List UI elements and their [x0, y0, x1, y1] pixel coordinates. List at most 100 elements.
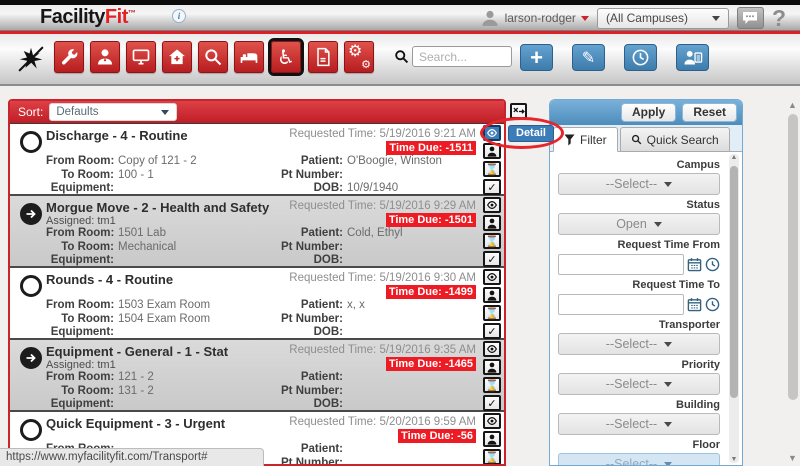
- view-detail-button[interactable]: [483, 341, 501, 357]
- pt-number-label: Pt Number:: [281, 456, 343, 466]
- apply-button[interactable]: Apply: [620, 103, 677, 122]
- filter-field-select[interactable]: --Select--: [558, 333, 720, 355]
- status-circle-icon[interactable]: [20, 419, 42, 441]
- equipment-label: Equipment:: [50, 182, 114, 194]
- assign-button[interactable]: [483, 215, 501, 231]
- campus-selector[interactable]: (All Campuses): [596, 7, 729, 29]
- calendar-icon[interactable]: [687, 297, 702, 312]
- complete-button[interactable]: ✓: [483, 251, 501, 267]
- filter-field: Campus --Select--: [550, 159, 742, 195]
- transport-rows: Discharge - 4 - Routine Assigned: Reques…: [10, 123, 504, 466]
- funnel-icon: [564, 134, 575, 146]
- assign-button[interactable]: [483, 431, 501, 447]
- patient-label: Patient:: [300, 227, 343, 239]
- chevron-down-icon: [664, 421, 673, 427]
- assign-transporter-button[interactable]: [676, 44, 709, 71]
- assign-button[interactable]: [483, 359, 501, 375]
- scroll-down-icon[interactable]: ▼: [788, 453, 797, 463]
- history-button[interactable]: [624, 44, 657, 71]
- bed-toolbar-button[interactable]: [234, 41, 264, 73]
- calendar-icon[interactable]: [687, 257, 702, 272]
- assign-button[interactable]: [483, 287, 501, 303]
- status-circle-icon[interactable]: [20, 131, 42, 153]
- reset-button[interactable]: Reset: [682, 103, 737, 122]
- hourglass-icon: ⌛: [485, 450, 499, 464]
- time-due-badge: Time Due: -1501: [385, 213, 476, 227]
- pending-button[interactable]: ⌛: [483, 161, 501, 177]
- filter-field-label: Status: [686, 199, 720, 211]
- eye-icon: [486, 272, 498, 282]
- user-menu[interactable]: larson-rodger: [480, 8, 589, 28]
- filter-field-select[interactable]: --Select--: [558, 373, 720, 395]
- wrench-toolbar-button[interactable]: [54, 41, 84, 73]
- wheelchair-toolbar-button-selected[interactable]: ♿: [268, 38, 304, 76]
- info-icon[interactable]: i: [172, 9, 186, 23]
- assign-button[interactable]: [483, 143, 501, 159]
- add-request-button[interactable]: +: [520, 44, 553, 71]
- status-circle-icon[interactable]: [20, 347, 42, 369]
- pending-button[interactable]: ⌛: [483, 233, 501, 249]
- filter-field-label: Campus: [676, 159, 720, 171]
- filter-field: Request Time From: [550, 239, 742, 275]
- clock-icon[interactable]: [705, 297, 720, 312]
- transport-request-row[interactable]: Discharge - 4 - Routine Assigned: Reques…: [10, 124, 504, 196]
- edit-button[interactable]: ✎: [572, 44, 605, 71]
- time-due-badge: Time Due: -1499: [385, 285, 476, 299]
- status-circle-icon[interactable]: [20, 275, 42, 297]
- transport-request-row[interactable]: Equipment - General - 1 - Stat Assigned:…: [10, 340, 504, 412]
- from-room-value: 1503 Exam Room: [118, 299, 211, 311]
- chat-button[interactable]: [736, 7, 764, 29]
- pending-button[interactable]: ⌛: [483, 305, 501, 321]
- search-input[interactable]: [412, 46, 512, 67]
- transport-request-row[interactable]: Rounds - 4 - Routine Assigned: Requested…: [10, 268, 504, 340]
- row-action-rail: ⌛ ✓: [482, 268, 502, 340]
- collapse-x-arrow-icon: [512, 107, 525, 116]
- sort-select[interactable]: Defaults: [49, 103, 178, 121]
- collapse-panel-button[interactable]: [510, 103, 527, 119]
- pending-button[interactable]: ⌛: [483, 377, 501, 393]
- search-field-icon: [394, 49, 409, 64]
- scrollbar-thumb[interactable]: [787, 114, 798, 400]
- flash-icon[interactable]: [16, 44, 46, 74]
- tab-filter[interactable]: Filter: [553, 127, 618, 152]
- clock-icon: [631, 48, 650, 67]
- monitor-toolbar-button[interactable]: [126, 41, 156, 73]
- filter-field-select[interactable]: --Select--: [558, 413, 720, 435]
- filter-field-select[interactable]: --Select--: [558, 173, 720, 195]
- settings-toolbar-button[interactable]: ⚙ ⚙: [344, 41, 374, 73]
- status-circle-icon[interactable]: [20, 203, 42, 225]
- datetime-input[interactable]: [558, 253, 684, 275]
- scroll-up-icon[interactable]: ▲: [788, 100, 797, 110]
- filter-field-select[interactable]: --Select--: [558, 453, 720, 465]
- filter-field-select[interactable]: Open: [558, 213, 720, 235]
- document-toolbar-button[interactable]: [308, 41, 338, 73]
- scroll-up-icon[interactable]: ▲: [730, 154, 738, 161]
- person-icon: [487, 434, 497, 445]
- plus-icon: +: [530, 44, 543, 70]
- datetime-input[interactable]: [558, 293, 684, 315]
- staff-toolbar-button[interactable]: [90, 41, 120, 73]
- complete-button[interactable]: ✓: [483, 323, 501, 339]
- person-icon: [487, 146, 497, 157]
- view-detail-button[interactable]: [483, 125, 501, 141]
- complete-button[interactable]: ✓: [483, 179, 501, 195]
- pending-button[interactable]: ⌛: [483, 449, 501, 464]
- home-toolbar-button[interactable]: [162, 41, 192, 73]
- view-detail-button[interactable]: [483, 269, 501, 285]
- view-detail-button[interactable]: [483, 413, 501, 429]
- scrollbar-thumb[interactable]: [730, 166, 738, 398]
- settings-gears-icon: ⚙ ⚙: [348, 41, 371, 71]
- transport-request-row[interactable]: Morgue Move - 2 - Health and Safety Assi…: [10, 196, 504, 268]
- clock-icon[interactable]: [705, 257, 720, 272]
- scroll-down-icon[interactable]: ▼: [730, 456, 738, 463]
- tab-quick-search[interactable]: Quick Search: [619, 127, 730, 152]
- row-action-rail: ⌛ ✓: [482, 196, 502, 268]
- search-toolbar-button[interactable]: [198, 41, 228, 73]
- view-detail-button[interactable]: [483, 197, 501, 213]
- help-icon[interactable]: ?: [771, 5, 786, 31]
- chevron-down-icon: [664, 181, 673, 187]
- page-scrollbar[interactable]: ▲ ▼: [785, 98, 800, 466]
- assigned-line: Assigned: tm1: [46, 359, 116, 371]
- complete-button[interactable]: ✓: [483, 395, 501, 411]
- filter-scrollbar[interactable]: ▲ ▼: [729, 154, 739, 463]
